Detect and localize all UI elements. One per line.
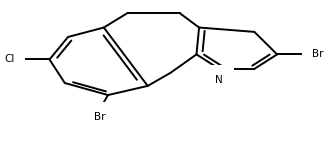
Text: N: N xyxy=(215,75,223,85)
Text: Cl: Cl xyxy=(4,54,15,65)
Text: Br: Br xyxy=(312,49,323,59)
Text: Br: Br xyxy=(94,112,106,123)
